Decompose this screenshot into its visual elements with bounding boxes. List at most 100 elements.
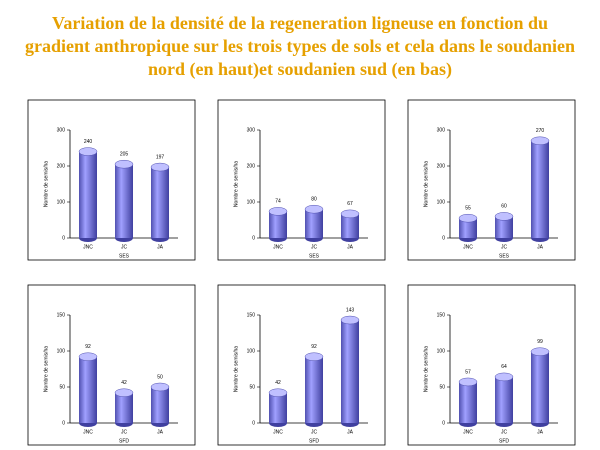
slide-title: Variation de la densité de la regenerati… bbox=[24, 13, 576, 79]
cylinder-top bbox=[530, 347, 550, 356]
bar bbox=[79, 356, 97, 423]
value-label: 240 bbox=[84, 139, 93, 145]
y-tick-label: 150 bbox=[437, 312, 446, 318]
bar bbox=[115, 392, 133, 423]
bar bbox=[151, 167, 169, 238]
bar bbox=[269, 392, 287, 423]
cylinder-top bbox=[530, 136, 550, 146]
y-tick-label: 0 bbox=[252, 420, 255, 426]
bar bbox=[79, 151, 97, 238]
cylinder-top bbox=[458, 213, 478, 223]
x-tick-label: JNC bbox=[463, 244, 473, 250]
cylinder-top bbox=[304, 352, 324, 362]
value-label: 55 bbox=[465, 206, 471, 212]
value-label: 64 bbox=[501, 364, 507, 370]
bar bbox=[531, 351, 549, 423]
x-tick-label: JNC bbox=[463, 429, 473, 435]
value-label: 42 bbox=[275, 380, 281, 386]
x-tick-label: JNC bbox=[273, 244, 283, 250]
chart-frame bbox=[407, 284, 576, 446]
y-tick-label: 0 bbox=[62, 420, 65, 426]
y-tick-label: 50 bbox=[249, 384, 255, 390]
y-tick-label: 0 bbox=[442, 235, 445, 241]
x-axis-label: SES bbox=[119, 253, 130, 259]
value-label: 92 bbox=[311, 344, 317, 350]
y-tick-label: 300 bbox=[437, 127, 446, 133]
chart-frame bbox=[27, 99, 196, 261]
cylinder-top bbox=[150, 382, 170, 392]
value-label: 99 bbox=[537, 339, 543, 345]
chart-frame bbox=[217, 99, 386, 261]
cylinder-top bbox=[78, 352, 98, 362]
y-tick-label: 100 bbox=[57, 348, 66, 354]
cylinder-top bbox=[78, 147, 98, 156]
chart-frame bbox=[27, 284, 196, 446]
y-tick-label: 150 bbox=[57, 312, 66, 318]
value-label: 270 bbox=[536, 128, 545, 134]
x-tick-label: JC bbox=[121, 429, 128, 435]
x-tick-label: JNC bbox=[83, 244, 93, 250]
x-axis-label: SES bbox=[499, 253, 510, 259]
x-axis-label: SES bbox=[309, 253, 320, 259]
bar bbox=[269, 211, 287, 238]
bar bbox=[341, 213, 359, 238]
cylinder-top bbox=[268, 207, 288, 216]
y-tick-label: 0 bbox=[252, 235, 255, 241]
value-label: 80 bbox=[311, 197, 317, 203]
x-axis-label: SFD bbox=[499, 438, 509, 444]
bar bbox=[531, 140, 549, 238]
value-label: 42 bbox=[121, 380, 127, 386]
y-axis-label: Nombre de semis/ha bbox=[233, 161, 239, 207]
y-tick-label: 300 bbox=[57, 127, 66, 133]
value-label: 197 bbox=[156, 154, 165, 160]
bar bbox=[341, 320, 359, 423]
y-tick-label: 100 bbox=[437, 199, 446, 205]
y-tick-label: 200 bbox=[57, 163, 66, 169]
cylinder-top bbox=[340, 315, 360, 325]
y-tick-label: 100 bbox=[247, 199, 256, 205]
cylinder-top bbox=[494, 212, 514, 221]
y-axis-label: Nombre de semis/ha bbox=[43, 346, 49, 392]
x-tick-label: JC bbox=[121, 244, 128, 250]
value-label: 57 bbox=[465, 369, 471, 375]
x-tick-label: JNC bbox=[83, 429, 93, 435]
value-label: 92 bbox=[85, 344, 91, 350]
cylinder-top bbox=[340, 209, 360, 219]
y-tick-label: 0 bbox=[62, 235, 65, 241]
y-tick-label: 200 bbox=[437, 163, 446, 169]
x-tick-label: JC bbox=[501, 429, 508, 435]
bar bbox=[495, 376, 513, 423]
bar bbox=[459, 218, 477, 238]
x-tick-label: JA bbox=[347, 429, 354, 435]
bar bbox=[495, 216, 513, 238]
cylinder-top bbox=[494, 372, 514, 382]
chart-frame bbox=[407, 99, 576, 261]
cylinder-top bbox=[304, 204, 324, 214]
y-tick-label: 0 bbox=[442, 420, 445, 426]
y-tick-label: 150 bbox=[247, 312, 256, 318]
x-tick-label: JA bbox=[537, 244, 544, 250]
value-label: 67 bbox=[347, 201, 353, 207]
bar bbox=[115, 164, 133, 238]
chart-frame bbox=[217, 284, 386, 446]
x-tick-label: JC bbox=[501, 244, 508, 250]
y-tick-label: 100 bbox=[437, 348, 446, 354]
x-tick-label: JC bbox=[311, 244, 318, 250]
cylinder-top bbox=[268, 388, 288, 398]
x-tick-label: JA bbox=[157, 244, 164, 250]
y-axis-label: Nombre de semis/ha bbox=[423, 346, 429, 392]
bar bbox=[459, 381, 477, 423]
x-axis-label: SFD bbox=[309, 438, 319, 444]
y-tick-label: 200 bbox=[247, 163, 256, 169]
y-axis-label: Nombre de semis/ha bbox=[233, 346, 239, 392]
value-label: 74 bbox=[275, 199, 281, 205]
cylinder-top bbox=[114, 159, 134, 169]
bar bbox=[305, 209, 323, 238]
x-tick-label: JA bbox=[347, 244, 354, 250]
cylinder-top bbox=[150, 162, 170, 172]
bar bbox=[151, 387, 169, 423]
value-label: 60 bbox=[501, 204, 507, 210]
value-label: 143 bbox=[346, 307, 355, 313]
